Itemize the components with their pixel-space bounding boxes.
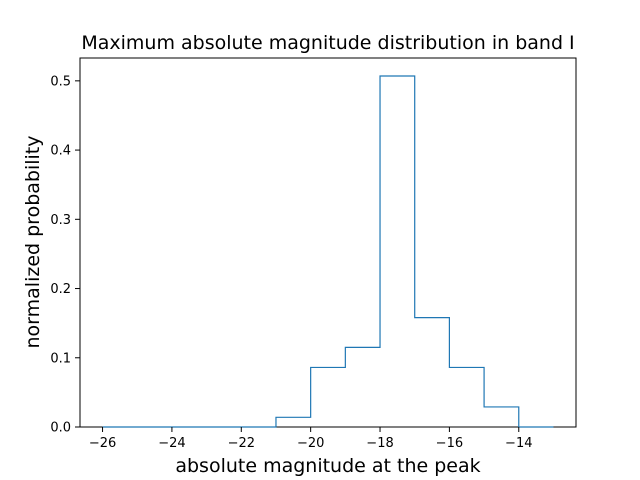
y-tick-label: 0.1 bbox=[50, 351, 71, 366]
x-tick-label: −24 bbox=[158, 436, 185, 451]
chart-title: Maximum absolute magnitude distribution … bbox=[81, 32, 574, 54]
y-axis-ticks: 0.0 0.1 0.2 0.3 0.4 0.5 bbox=[50, 74, 80, 436]
y-axis-label: normalized probability bbox=[22, 136, 44, 349]
plot-area bbox=[102, 75, 554, 428]
y-tick-label: 0.3 bbox=[50, 213, 71, 228]
x-tick-label: −20 bbox=[297, 436, 324, 451]
plot-frame bbox=[79, 57, 577, 428]
x-tick-label: −22 bbox=[228, 436, 255, 451]
x-axis-label: absolute magnitude at the peak bbox=[175, 455, 480, 477]
x-tick-label: −26 bbox=[89, 436, 116, 451]
x-tick-label: −16 bbox=[436, 436, 463, 451]
y-tick-label: 0.4 bbox=[50, 144, 71, 159]
x-tick-label: −18 bbox=[366, 436, 393, 451]
y-tick-label: 0.5 bbox=[50, 74, 71, 89]
y-tick-label: 0.0 bbox=[50, 421, 71, 436]
x-axis-ticks: −26 −24 −22 −20 −18 −16 −14 bbox=[89, 427, 532, 451]
x-tick-label: −14 bbox=[505, 436, 532, 451]
y-tick-label: 0.2 bbox=[50, 282, 71, 297]
histogram-outline bbox=[102, 75, 554, 428]
